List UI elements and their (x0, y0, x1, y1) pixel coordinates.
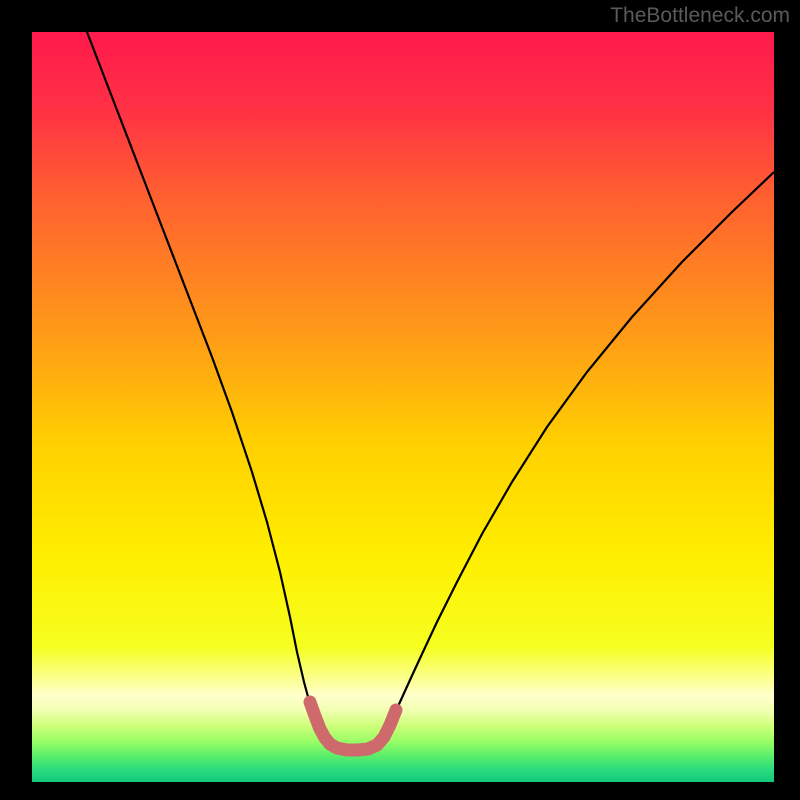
overlay-curves (32, 32, 774, 782)
plot-area (32, 32, 774, 782)
curve-right (385, 172, 774, 734)
valley-highlight (310, 702, 396, 750)
chart-container: TheBottleneck.com (0, 0, 800, 800)
curve-left (87, 32, 322, 734)
watermark-text: TheBottleneck.com (610, 4, 790, 28)
